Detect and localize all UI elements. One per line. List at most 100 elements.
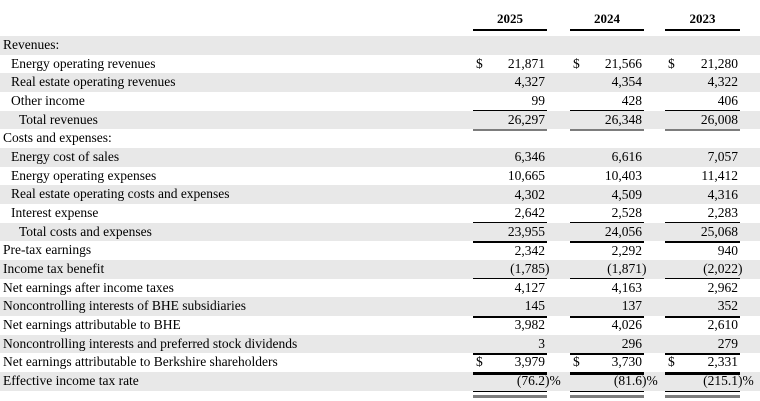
- row-label: Other income: [11, 93, 85, 109]
- table-row: Real estate operating revenues 4,327 4,354…: [0, 73, 760, 93]
- value-cell: $21,280: [665, 55, 740, 74]
- row-label: Real estate operating costs and expenses: [11, 186, 230, 202]
- cell-value: 6,346: [514, 149, 545, 165]
- table-row: Noncontrolling interests of BHE subsidia…: [0, 297, 760, 318]
- value-cell: 296: [570, 335, 644, 356]
- row-label: Real estate operating revenues: [11, 74, 176, 90]
- value-cell: 3: [473, 335, 547, 356]
- cell-value: 21,280: [700, 55, 738, 71]
- table-row: Energy cost of sales 6,346 6,616 7,057: [0, 148, 760, 167]
- value-cell: $21,871: [473, 55, 547, 74]
- value-cell: 25,068: [665, 223, 740, 244]
- cell-value: 23,955: [507, 223, 545, 239]
- row-label: Total revenues: [19, 111, 98, 127]
- cell-value: 3,982: [514, 317, 545, 333]
- column-header-year: 2024: [570, 0, 644, 31]
- value-cell: $2,331: [665, 353, 740, 375]
- value-cell: 352: [665, 297, 740, 318]
- dollar-sign: $: [573, 55, 580, 71]
- value-cell: 23,955: [473, 223, 547, 244]
- row-label: Income tax benefit: [3, 261, 105, 277]
- value-cell: 2,283: [665, 204, 740, 224]
- value-cell: 137: [570, 297, 644, 318]
- value-cell: 428: [570, 92, 644, 112]
- cell-value: 26,348: [604, 111, 642, 127]
- cell-value: 26,008: [700, 111, 738, 127]
- row-label: Net earnings attributable to Berkshire s…: [3, 354, 278, 370]
- table-row: Total costs and expenses 23,955 24,056 25,0…: [0, 222, 760, 244]
- row-label: Interest expense: [11, 205, 99, 221]
- cell-value: (2,022): [703, 260, 742, 278]
- closing-double-rule: [0, 391, 760, 401]
- value-cell: 7,057: [665, 148, 740, 167]
- cell-value: 406: [717, 93, 738, 109]
- cell-value: 2,528: [611, 205, 642, 221]
- cell-value: 4,163: [611, 279, 642, 295]
- value-cell: [665, 129, 740, 148]
- row-label: Pre-tax earnings: [3, 242, 92, 258]
- cell-value: 10,403: [604, 167, 642, 183]
- cell-value: 6,616: [611, 149, 642, 165]
- value-cell: (215.1)%: [665, 372, 754, 392]
- column-header-year: 2023: [665, 0, 740, 31]
- cell-value: 4,509: [611, 186, 642, 202]
- value-cell: 145: [473, 297, 547, 318]
- cell-value: 4,026: [611, 317, 642, 333]
- value-cell: 3,982: [473, 316, 547, 335]
- value-cell: 6,346: [473, 148, 547, 167]
- cell-value: 2,610: [707, 317, 738, 333]
- value-cell: (1,871): [570, 260, 647, 280]
- value-cell: (1,785): [473, 260, 550, 280]
- table-body: Revenues: Energy operating revenues $21,87…: [0, 36, 760, 401]
- value-cell: [570, 129, 644, 148]
- row-label: Costs and expenses:: [3, 130, 112, 146]
- cell-value: 25,068: [700, 223, 738, 239]
- cell-value: 4,322: [707, 74, 738, 90]
- value-cell: 11,412: [665, 167, 740, 186]
- table-row: Interest expense 2,642 2,528 2,283: [0, 204, 760, 224]
- value-cell: 4,509: [570, 185, 644, 204]
- row-label: Noncontrolling interests and preferred s…: [3, 335, 298, 351]
- value-overhang: )%: [545, 373, 561, 389]
- value-cell: (76.2)%: [473, 372, 561, 392]
- value-cell: 10,403: [570, 167, 644, 186]
- cell-value: 3,730: [611, 354, 642, 370]
- table-row: Costs and expenses:: [0, 129, 760, 148]
- cell-value: 26,297: [507, 111, 545, 127]
- row-label: Noncontrolling interests of BHE subsidia…: [3, 298, 246, 314]
- table-row: Revenues:: [0, 36, 760, 55]
- table-row: Energy operating revenues $21,871 $21,566 $…: [0, 55, 760, 74]
- cell-value: 11,412: [701, 167, 738, 183]
- value-cell: 2,962: [665, 279, 740, 298]
- value-overhang: )%: [642, 373, 658, 389]
- value-cell: 4,026: [570, 316, 644, 335]
- column-header-year: 2025: [473, 0, 547, 31]
- row-label: Total costs and expenses: [19, 223, 152, 239]
- rule-bar: [665, 394, 740, 398]
- value-cell: $3,730: [570, 353, 644, 375]
- table-row: Other income 99 428 406: [0, 92, 760, 112]
- cell-value: 4,327: [514, 74, 545, 90]
- table-row: Real estate operating costs and expenses…: [0, 185, 760, 205]
- value-cell: (81.6)%: [570, 372, 658, 392]
- table-row: Noncontrolling interests and preferred s…: [0, 334, 760, 356]
- value-overhang: ): [738, 261, 743, 277]
- cell-value: 352: [717, 298, 738, 314]
- value-cell: 2,642: [473, 204, 547, 224]
- cell-value: 7,057: [707, 149, 738, 165]
- dollar-sign: $: [476, 354, 483, 370]
- table-row: Energy operating expenses 10,665 10,403 11,…: [0, 167, 760, 186]
- value-cell: 406: [665, 92, 740, 112]
- cell-value: 3: [538, 335, 545, 351]
- table-row: Net earnings attributable to Berkshire s…: [0, 353, 760, 375]
- value-cell: 4,354: [570, 73, 644, 92]
- table-row: Net earnings attributable to BHE 3,982 4,0…: [0, 316, 760, 335]
- value-cell: 10,665: [473, 167, 547, 186]
- cell-value: 99: [531, 93, 546, 109]
- cell-value: 296: [621, 335, 642, 351]
- cell-value: (215.1)%: [703, 372, 754, 390]
- value-cell: 4,302: [473, 185, 547, 204]
- row-label: Energy operating expenses: [11, 167, 157, 183]
- cell-value: 2,292: [611, 242, 642, 258]
